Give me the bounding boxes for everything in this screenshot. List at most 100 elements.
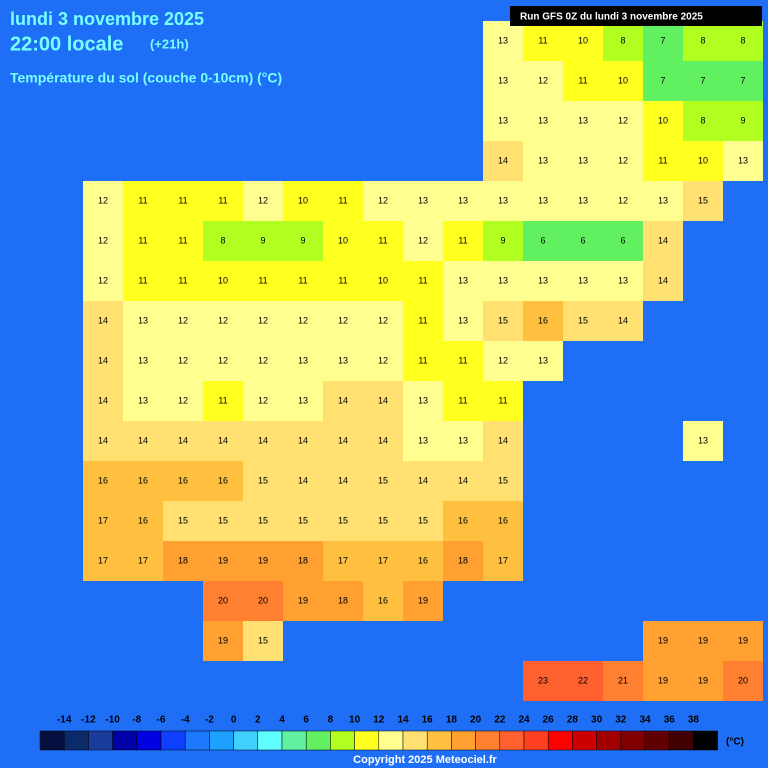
cell xyxy=(403,381,443,421)
cell-value: 13 xyxy=(298,355,308,365)
cell xyxy=(83,261,123,301)
cell xyxy=(483,101,523,141)
cell xyxy=(563,141,603,181)
cell-value: 14 xyxy=(658,275,668,285)
cell-value: 13 xyxy=(698,435,708,445)
legend-label: 2 xyxy=(255,715,261,726)
cell xyxy=(523,101,563,141)
cell xyxy=(643,661,683,701)
cell-value: 13 xyxy=(578,275,588,285)
cell-value: 8 xyxy=(620,35,625,45)
cell xyxy=(323,541,363,581)
cell-value: 21 xyxy=(618,675,628,685)
cell-value: 14 xyxy=(178,435,188,445)
cell-value: 13 xyxy=(738,155,748,165)
cell-value: 14 xyxy=(498,435,508,445)
cell-value: 14 xyxy=(218,435,228,445)
cell-value: 12 xyxy=(258,315,268,325)
cell xyxy=(203,381,243,421)
cell-value: 13 xyxy=(498,75,508,85)
cell-value: 11 xyxy=(338,275,347,285)
cell-value: 10 xyxy=(698,155,708,165)
cell-value: 16 xyxy=(418,555,428,565)
cell xyxy=(363,301,403,341)
legend-label: -6 xyxy=(157,715,166,726)
cell-value: 11 xyxy=(498,395,507,405)
cell-value: 19 xyxy=(698,675,708,685)
cell-value: 11 xyxy=(418,315,427,325)
cell xyxy=(323,181,363,221)
cell-value: 13 xyxy=(538,115,548,125)
cell-value: 15 xyxy=(698,195,708,205)
legend-swatch xyxy=(596,730,622,751)
cell-value: 11 xyxy=(458,235,467,245)
cell-value: 13 xyxy=(578,195,588,205)
cell-value: 11 xyxy=(538,35,547,45)
cell xyxy=(123,261,163,301)
cell xyxy=(243,621,283,661)
cell xyxy=(523,61,563,101)
legend-swatch xyxy=(63,730,89,751)
cell-value: 14 xyxy=(378,395,388,405)
cell-value: 15 xyxy=(258,515,268,525)
legend-swatch xyxy=(330,730,355,751)
cell-value: 12 xyxy=(218,315,228,325)
cell xyxy=(323,421,363,461)
cell-value: 13 xyxy=(298,395,308,405)
cell xyxy=(323,341,363,381)
cell xyxy=(523,141,563,181)
legend-swatch xyxy=(378,730,404,751)
cell-value: 19 xyxy=(418,595,428,605)
cell xyxy=(243,461,283,501)
cell-value: 15 xyxy=(258,475,268,485)
cell xyxy=(123,341,163,381)
cell xyxy=(163,341,203,381)
cell xyxy=(523,661,563,701)
cell xyxy=(643,221,683,261)
cell-value: 10 xyxy=(578,35,588,45)
legend-label: -2 xyxy=(205,715,214,726)
legend-swatch xyxy=(88,730,113,751)
cell xyxy=(483,381,523,421)
cell-value: 13 xyxy=(418,195,428,205)
cell-value: 23 xyxy=(538,675,548,685)
cell-value: 16 xyxy=(138,515,148,525)
cell xyxy=(483,541,523,581)
cell-value: 15 xyxy=(378,515,388,525)
cell-value: 10 xyxy=(298,195,308,205)
cell-value: 19 xyxy=(258,555,268,565)
cell-value: 19 xyxy=(218,555,228,565)
cell xyxy=(243,501,283,541)
cell xyxy=(83,221,123,261)
cell-value: 11 xyxy=(218,395,227,405)
cell-value: 19 xyxy=(298,595,308,605)
cell-value: 12 xyxy=(618,155,628,165)
cell-value: 13 xyxy=(418,435,428,445)
legend-label: 24 xyxy=(518,715,530,726)
legend-label: -4 xyxy=(181,715,190,726)
cell-value: 6 xyxy=(540,235,545,245)
cell xyxy=(603,61,643,101)
cell-value: 11 xyxy=(418,355,427,365)
cell xyxy=(123,221,163,261)
offset: (+21h) xyxy=(150,36,189,51)
cell-value: 19 xyxy=(658,675,668,685)
cell-value: 22 xyxy=(578,675,588,685)
cell-value: 13 xyxy=(618,275,628,285)
cell xyxy=(443,181,483,221)
cell xyxy=(523,301,563,341)
cell-value: 20 xyxy=(258,595,268,605)
legend-label: 22 xyxy=(494,715,506,726)
cell xyxy=(523,21,563,61)
cell-value: 7 xyxy=(700,75,705,85)
cell xyxy=(283,501,323,541)
cell xyxy=(403,581,443,621)
cell-value: 15 xyxy=(498,475,508,485)
legend-label: 28 xyxy=(567,715,579,726)
cell xyxy=(203,261,243,301)
cell xyxy=(443,301,483,341)
cell-value: 14 xyxy=(418,475,428,485)
cell xyxy=(443,341,483,381)
cell xyxy=(123,501,163,541)
cell xyxy=(483,421,523,461)
